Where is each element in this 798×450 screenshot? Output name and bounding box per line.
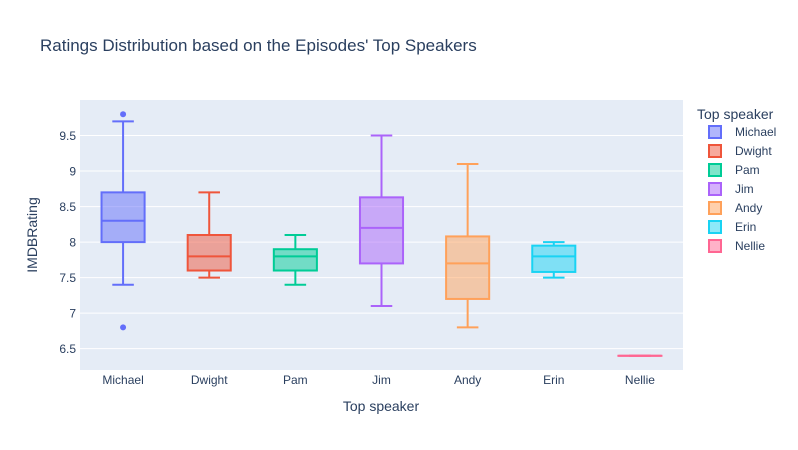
x-tick-label: Michael [102,373,143,387]
x-axis-label: Top speaker [343,398,420,414]
box-dwight[interactable] [186,191,232,279]
x-tick-label: Andy [454,373,481,387]
y-tick-label: 7 [69,307,76,321]
legend-items: Michael Dwight Pam Jim Andy Erin Nellie [708,125,776,253]
box-body [186,234,232,272]
y-axis-ticks: 6.5 7 7.5 8 8.5 9 9.5 [59,129,76,356]
legend-label: Andy [735,201,762,215]
legend-swatch [708,125,722,139]
y-tick-label: 8 [69,236,76,250]
x-tick-label: Dwight [191,373,228,387]
legend-item-dwight[interactable]: Dwight [708,144,772,158]
box-pam[interactable] [272,234,318,286]
x-tick-label: Jim [372,373,391,387]
x-tick-label: Pam [283,373,308,387]
legend-swatch [708,201,722,215]
legend-label: Pam [735,163,760,177]
legend-item-michael[interactable]: Michael [708,125,776,139]
box-jim[interactable] [358,134,405,308]
legend-item-nellie[interactable]: Nellie [708,239,765,253]
boxes [100,111,663,357]
legend-label: Nellie [735,239,765,253]
legend-swatch [708,144,722,158]
legend-swatch [708,163,722,177]
legend-item-pam[interactable]: Pam [708,163,760,177]
x-tick-label: Erin [543,373,564,387]
y-axis-label: IMDBRating [24,197,40,272]
legend-title: Top speaker [697,106,774,122]
legend-swatch [708,182,722,196]
legend-label: Erin [735,220,756,234]
y-tick-label: 9.5 [59,129,76,143]
box-andy[interactable] [445,162,491,329]
legend-item-erin[interactable]: Erin [708,220,756,234]
box-body [445,235,491,300]
box-body [358,196,405,265]
x-tick-label: Nellie [625,373,655,387]
legend-label: Dwight [735,144,772,158]
y-tick-label: 9 [69,165,76,179]
y-tick-label: 6.5 [59,342,76,356]
legend-label: Michael [735,125,776,139]
box-body [531,244,577,273]
outlier-point [120,324,127,331]
y-tick-label: 8.5 [59,200,76,214]
x-axis-ticks: Michael Dwight Pam Jim Andy Erin Nellie [102,373,655,387]
legend-swatch [708,239,722,253]
y-tick-label: 7.5 [59,271,76,285]
box-body [272,248,318,272]
chart-title: Ratings Distribution based on the Episod… [40,36,477,55]
legend-swatch [708,220,722,234]
box-michael[interactable] [100,111,146,331]
legend[interactable]: Top speaker Michael Dwight Pam Jim Andy Erin N… [697,106,776,253]
outlier-point [120,111,127,118]
box-erin[interactable] [531,241,577,279]
legend-label: Jim [735,182,754,196]
box-body [100,191,146,244]
legend-item-jim[interactable]: Jim [708,182,754,196]
legend-item-andy[interactable]: Andy [708,201,762,215]
